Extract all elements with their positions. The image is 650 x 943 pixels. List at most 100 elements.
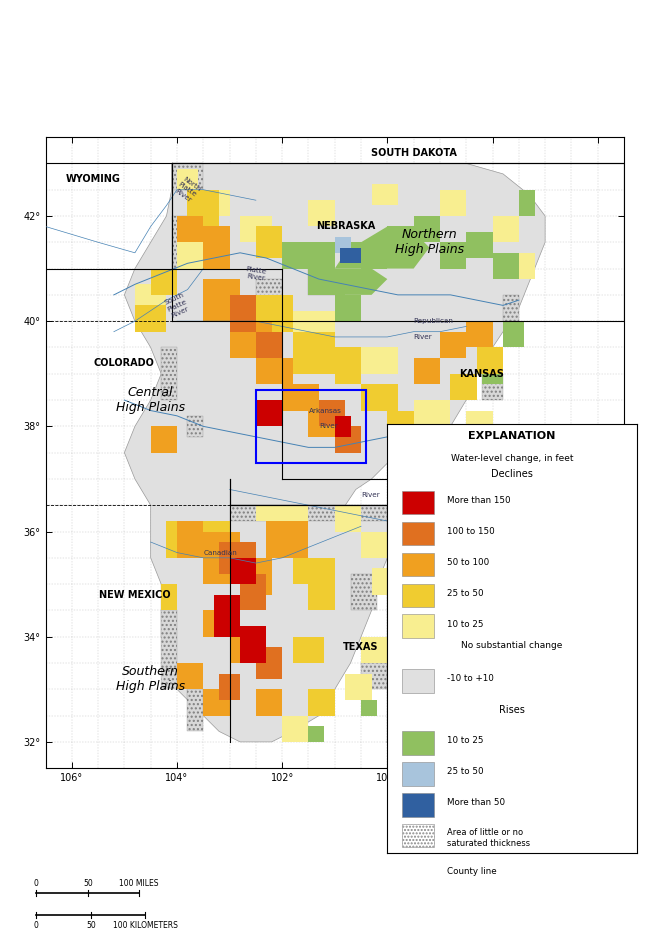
Polygon shape (335, 416, 350, 437)
Polygon shape (177, 663, 203, 689)
Polygon shape (172, 163, 203, 190)
Polygon shape (335, 505, 361, 532)
Polygon shape (256, 505, 309, 521)
Text: WYOMING: WYOMING (66, 174, 120, 184)
Polygon shape (335, 237, 350, 253)
Text: EXPLANATION: EXPLANATION (468, 431, 556, 440)
Polygon shape (256, 279, 282, 306)
Text: 0: 0 (34, 921, 39, 930)
Polygon shape (219, 673, 240, 700)
Polygon shape (177, 242, 203, 269)
Polygon shape (166, 521, 187, 558)
Text: Canadian: Canadian (203, 550, 237, 555)
Polygon shape (219, 542, 256, 573)
Polygon shape (440, 242, 466, 269)
Polygon shape (151, 426, 177, 453)
Polygon shape (229, 505, 387, 521)
Text: -10 to +10: -10 to +10 (447, 674, 494, 683)
Polygon shape (282, 716, 309, 742)
Polygon shape (177, 521, 203, 558)
Text: South
Platte
River: South Platte River (163, 292, 190, 319)
Polygon shape (292, 637, 324, 663)
Polygon shape (361, 637, 387, 663)
Polygon shape (372, 185, 398, 206)
Polygon shape (309, 726, 324, 742)
Text: Declines: Declines (491, 470, 533, 479)
Polygon shape (177, 169, 198, 190)
Polygon shape (361, 384, 398, 410)
Polygon shape (161, 610, 177, 689)
Bar (256, 389, 367, 463)
FancyBboxPatch shape (402, 491, 434, 515)
Text: No substantial change: No substantial change (462, 641, 562, 650)
Text: KANSAS: KANSAS (460, 369, 504, 379)
Polygon shape (466, 232, 493, 258)
Text: County line: County line (447, 867, 497, 875)
Polygon shape (135, 306, 166, 332)
Polygon shape (256, 400, 282, 426)
Polygon shape (482, 358, 503, 384)
Text: More than 150: More than 150 (447, 496, 510, 505)
Text: River: River (319, 423, 338, 429)
Polygon shape (124, 163, 545, 742)
Polygon shape (335, 295, 361, 322)
Polygon shape (282, 226, 430, 269)
FancyBboxPatch shape (402, 731, 434, 754)
Text: Central
High Plains: Central High Plains (116, 386, 185, 414)
Polygon shape (282, 384, 319, 410)
Polygon shape (340, 247, 361, 263)
Text: River: River (361, 491, 380, 498)
Polygon shape (335, 426, 361, 453)
Polygon shape (361, 663, 387, 689)
Text: Southern
High Plains: Southern High Plains (116, 665, 185, 693)
Text: 25 to 50: 25 to 50 (447, 768, 484, 776)
Polygon shape (361, 700, 377, 716)
Polygon shape (229, 322, 272, 358)
FancyBboxPatch shape (402, 615, 434, 638)
Polygon shape (319, 400, 345, 426)
Text: Northern
High Plains: Northern High Plains (395, 228, 464, 256)
Text: 10 to 25: 10 to 25 (447, 736, 484, 745)
Polygon shape (203, 190, 229, 216)
Text: 50 to 100: 50 to 100 (447, 558, 489, 567)
Text: North
Platte
River: North Platte River (173, 175, 202, 204)
Polygon shape (229, 637, 256, 663)
Polygon shape (466, 410, 493, 437)
Polygon shape (413, 358, 440, 384)
Text: Platte
River: Platte River (244, 266, 267, 282)
Polygon shape (229, 558, 256, 584)
Polygon shape (345, 242, 372, 258)
Polygon shape (387, 410, 413, 437)
Text: 100 MILES: 100 MILES (120, 879, 159, 888)
Polygon shape (172, 216, 187, 269)
Text: COLORADO: COLORADO (94, 358, 155, 368)
Polygon shape (361, 532, 387, 558)
Polygon shape (203, 279, 240, 322)
Polygon shape (413, 463, 440, 479)
Polygon shape (387, 226, 413, 253)
Polygon shape (503, 322, 524, 347)
Polygon shape (482, 373, 503, 400)
Polygon shape (345, 673, 372, 700)
Polygon shape (350, 573, 377, 610)
Polygon shape (135, 285, 166, 310)
Polygon shape (229, 558, 256, 584)
Text: SOUTH DAKOTA: SOUTH DAKOTA (370, 148, 456, 157)
Polygon shape (309, 584, 335, 610)
Polygon shape (335, 347, 361, 384)
Text: More than 50: More than 50 (447, 798, 505, 807)
Polygon shape (256, 226, 282, 258)
Polygon shape (519, 190, 534, 216)
Text: NEBRASKA: NEBRASKA (316, 222, 375, 231)
Polygon shape (282, 242, 335, 269)
Text: OKLAHOMA: OKLAHOMA (398, 500, 461, 510)
Polygon shape (203, 610, 229, 637)
Text: 50: 50 (83, 879, 92, 888)
Polygon shape (413, 437, 440, 463)
Polygon shape (413, 400, 450, 426)
Text: Area of little or no
saturated thickness: Area of little or no saturated thickness (447, 828, 530, 848)
Polygon shape (493, 216, 519, 242)
Text: NEW MEXICO: NEW MEXICO (99, 589, 171, 600)
Text: Arkansas: Arkansas (309, 407, 341, 414)
Polygon shape (503, 295, 519, 322)
